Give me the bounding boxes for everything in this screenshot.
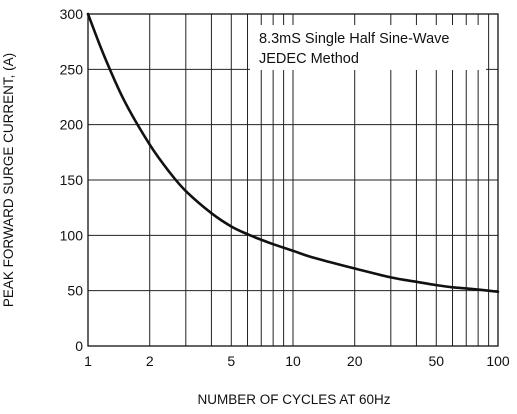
- plot-border: [87, 13, 499, 347]
- x-tick-label: 10: [285, 353, 301, 369]
- y-tick-label: 250: [60, 61, 84, 77]
- tick-labels: 1 2 5 10 20 50 100 0 50 100 150 200 250 300: [60, 6, 510, 369]
- x-tick-label: 100: [486, 353, 510, 369]
- y-tick-label: 150: [60, 172, 84, 188]
- y-axis-title: PEAK FORWARD SURGE CURRENT, (A): [1, 53, 16, 307]
- y-tick-label: 200: [60, 117, 84, 133]
- x-tick-label: 2: [146, 353, 154, 369]
- y-tick-label: 300: [60, 6, 84, 22]
- plot-frame: [87, 13, 499, 347]
- x-axis-title: NUMBER OF CYCLES AT 60Hz: [197, 392, 390, 407]
- annotation-box: 8.3mS Single Half Sine-Wave JEDEC Method: [250, 25, 486, 70]
- x-tick-label: 20: [347, 353, 363, 369]
- annotation-line-1: 8.3mS Single Half Sine-Wave: [259, 31, 449, 47]
- y-tick-label: 50: [67, 283, 83, 299]
- annotation-background: [250, 25, 486, 70]
- curve-layer: [86, 12, 500, 294]
- surge-current-curve-0: [86, 12, 500, 294]
- annotation-line-2: JEDEC Method: [259, 51, 359, 67]
- x-tick-label: 50: [428, 353, 444, 369]
- x-tick-label: 5: [227, 353, 235, 369]
- x-tick-label: 1: [84, 353, 92, 369]
- y-tick-label: 100: [60, 227, 84, 243]
- y-tick-label: 0: [75, 338, 83, 354]
